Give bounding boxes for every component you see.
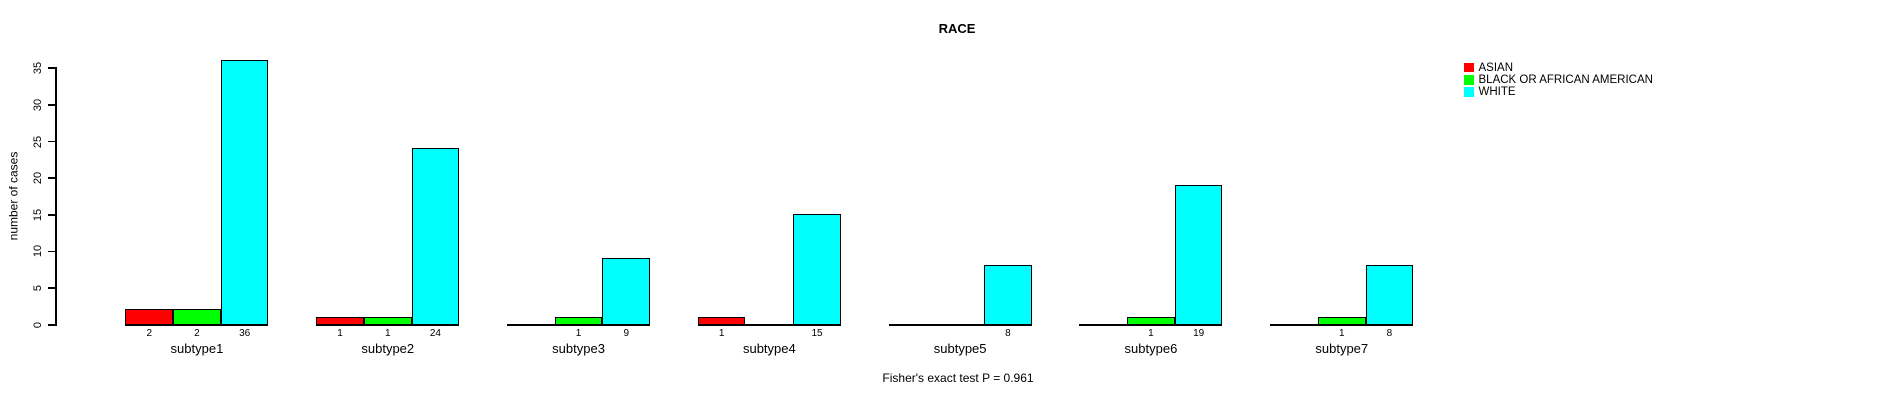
y-tick-mark (48, 324, 55, 326)
bar-white-subtype2 (411, 148, 460, 326)
legend-item: BLACK OR AFRICAN AMERICAN (1464, 74, 1653, 86)
legend-label: ASIAN (1478, 61, 1514, 74)
legend-swatch (1464, 62, 1474, 73)
bar-value-label: 1 (1338, 328, 1345, 339)
bar-value-label: 19 (1193, 328, 1205, 339)
legend-swatch (1464, 75, 1474, 85)
bar-asian-subtype1 (125, 309, 174, 326)
bar-black-or-african-american-subtype2 (363, 316, 412, 326)
bar-white-subtype4 (793, 214, 841, 326)
bar-value-label: 1 (384, 328, 391, 339)
bar-value-label: 8 (1005, 328, 1011, 339)
bar-white-subtype6 (1174, 184, 1223, 326)
y-tick-mark (48, 177, 55, 179)
legend-item: ASIAN (1464, 62, 1513, 74)
chart-title: RACE (938, 21, 976, 36)
bar-value-label: 1 (575, 328, 582, 339)
x-category-label: subtype4 (742, 341, 796, 356)
bar-asian-subtype4 (697, 316, 746, 326)
bar-value-label: 24 (429, 328, 441, 339)
bar-black-or-african-american-subtype6 (1127, 316, 1175, 326)
bar-value-label: 1 (1148, 328, 1154, 339)
x-category-label: subtype6 (1124, 341, 1178, 356)
legend-item: WHITE (1464, 86, 1516, 98)
bar-value-label: 1 (337, 328, 343, 339)
y-tick-mark (48, 250, 55, 253)
bar-white-subtype1 (220, 60, 269, 326)
bar-black-or-african-american-subtype3 (554, 316, 603, 326)
bar-value-label: 2 (194, 328, 200, 339)
bar-value-label: 8 (1386, 328, 1393, 339)
bar-value-label: 1 (718, 328, 725, 339)
group-baseline (888, 324, 1032, 326)
bar-white-subtype7 (1365, 265, 1414, 326)
legend-label: WHITE (1478, 86, 1516, 99)
y-axis-line (55, 67, 57, 326)
bar-value-label: 2 (146, 328, 153, 339)
bar-asian-subtype2 (316, 316, 364, 326)
bar-black-or-african-american-subtype7 (1317, 316, 1366, 326)
x-category-label: subtype3 (552, 341, 605, 356)
x-category-label: subtype1 (170, 341, 224, 356)
y-tick-mark (48, 67, 55, 69)
bar-value-label: 36 (239, 328, 251, 339)
bar-value-label: 15 (811, 328, 823, 339)
x-category-label: subtype7 (1315, 341, 1369, 356)
bar-white-subtype5 (984, 265, 1032, 326)
stats-annotation: Fisher's exact test P = 0.961 (882, 371, 1034, 385)
bar-value-label: 9 (623, 328, 630, 339)
legend-swatch (1464, 87, 1474, 97)
group-baseline (697, 324, 841, 326)
x-category-label: subtype5 (933, 341, 987, 356)
bar-white-subtype3 (602, 258, 651, 326)
y-tick-mark (48, 104, 55, 106)
y-tick-mark (48, 140, 55, 143)
y-tick-mark (48, 287, 55, 289)
x-category-label: subtype2 (361, 341, 415, 356)
bar-black-or-african-american-subtype1 (173, 309, 221, 326)
y-tick-mark (48, 214, 55, 216)
legend-label: BLACK OR AFRICAN AMERICAN (1478, 73, 1653, 86)
